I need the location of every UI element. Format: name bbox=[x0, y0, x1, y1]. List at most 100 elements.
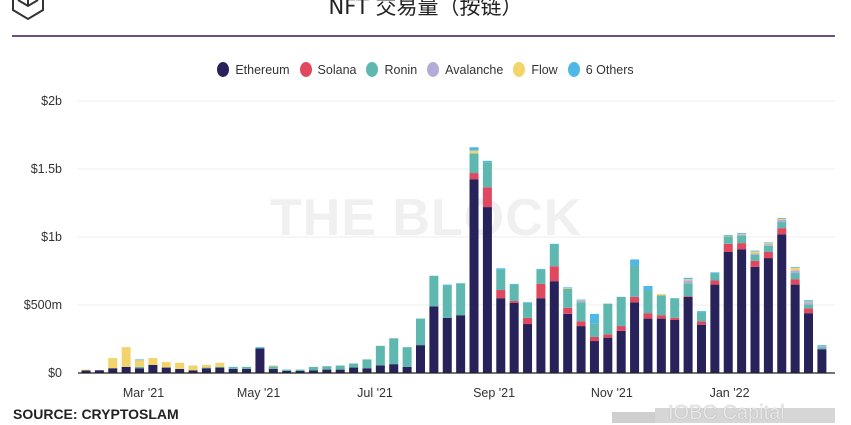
bar-segment-flow bbox=[576, 300, 586, 302]
bar-segment-ronin bbox=[282, 369, 292, 371]
legend-item-solana[interactable]: Solana bbox=[299, 62, 357, 77]
bar-segment-flow bbox=[563, 288, 573, 289]
bar-segment-6-others bbox=[683, 277, 693, 280]
bar-segment-flow bbox=[81, 369, 91, 371]
bar-segment-solana bbox=[670, 317, 680, 320]
bar-segment-6-others bbox=[777, 217, 787, 219]
bar-segment-solana bbox=[563, 307, 573, 314]
bar-segment-ethereum bbox=[295, 370, 305, 373]
legend-item-ethereum[interactable]: Ethereum bbox=[217, 62, 290, 77]
bar-segment-avalanche bbox=[576, 300, 586, 303]
bar-segment-ethereum bbox=[201, 368, 211, 373]
bar-segment-ronin bbox=[589, 323, 599, 337]
legend-label: Solana bbox=[317, 62, 357, 77]
legend-item-6-others[interactable]: 6 Others bbox=[567, 62, 634, 77]
bar-segment-solana bbox=[496, 290, 506, 299]
x-tick-label: Jan '22 bbox=[710, 386, 750, 400]
y-tick-label: $1b bbox=[41, 230, 62, 244]
bar-segment-ronin bbox=[295, 369, 305, 371]
bar-segment-ronin bbox=[549, 244, 559, 267]
bar-segment-6-others bbox=[563, 287, 573, 289]
bar-segment-ronin bbox=[242, 366, 252, 369]
bar-segment-6-others bbox=[496, 268, 506, 270]
bar-segment-ronin bbox=[817, 347, 827, 350]
bar-segment-ethereum bbox=[108, 368, 118, 373]
bar-segment-ethereum bbox=[536, 298, 546, 373]
bar-segment-ronin bbox=[442, 285, 452, 318]
bar-segment-ronin bbox=[456, 283, 466, 316]
bar-segment-ethereum bbox=[416, 345, 425, 373]
bar-segment-solana bbox=[723, 243, 733, 252]
bar-segment-flow bbox=[683, 279, 693, 281]
y-tick-label: $2b bbox=[41, 94, 62, 108]
bar-segment-ethereum bbox=[442, 317, 452, 373]
bar-segment-ronin bbox=[349, 363, 359, 368]
bar-segment-6-others bbox=[536, 268, 546, 270]
bar-segment-ethereum bbox=[576, 326, 586, 373]
bar-segment-ronin bbox=[469, 153, 479, 174]
bar-segment-ethereum bbox=[135, 368, 145, 373]
x-tick-label: May '21 bbox=[237, 386, 280, 400]
bar-segment-ronin bbox=[416, 318, 425, 346]
bar-segment-solana bbox=[523, 317, 533, 325]
bar-segment-ronin bbox=[496, 269, 506, 291]
bar-segment-ethereum bbox=[670, 319, 680, 373]
bar-segment-6-others bbox=[509, 283, 519, 285]
legend-swatch bbox=[366, 62, 379, 77]
bar-segment-ronin bbox=[429, 275, 439, 307]
bar-segment-avalanche bbox=[683, 280, 693, 284]
bar-segment-ronin bbox=[576, 302, 586, 322]
bar-segment-6-others bbox=[817, 345, 827, 346]
bar-segment-ronin bbox=[710, 273, 720, 281]
y-tick-label: $0 bbox=[48, 366, 62, 380]
bar-segment-solana bbox=[750, 260, 760, 267]
bar-segment-solana bbox=[536, 283, 546, 299]
source-label: SOURCE: CRYPTOSLAM bbox=[13, 406, 179, 422]
bar-segment-solana bbox=[763, 251, 773, 259]
bar-segment-ronin bbox=[696, 312, 706, 322]
bar-segment-6-others bbox=[456, 283, 466, 285]
y-tick-label: $500m bbox=[24, 298, 62, 312]
bar-segment-6-others bbox=[737, 232, 747, 234]
bar-segment-ethereum bbox=[482, 207, 492, 373]
bar-segment-ethereum bbox=[81, 370, 91, 373]
bar-segment-6-others bbox=[589, 313, 599, 324]
bar-segment-flow bbox=[777, 218, 787, 220]
bar-segment-6-others bbox=[630, 259, 640, 266]
bar-segment-ethereum bbox=[630, 302, 640, 373]
legend-swatch bbox=[299, 62, 312, 77]
legend: Ethereum Solana Ronin Avalanche Flow 6 Others bbox=[0, 62, 851, 77]
legend-swatch bbox=[217, 62, 230, 77]
x-tick-label: Sep '21 bbox=[473, 386, 515, 400]
legend-label: 6 Others bbox=[585, 62, 634, 77]
bar-segment-solana bbox=[616, 326, 626, 331]
bar-segment-ethereum bbox=[456, 315, 466, 373]
bar-segment-ethereum bbox=[255, 348, 265, 373]
legend-item-avalanche[interactable]: Avalanche bbox=[427, 62, 503, 77]
bar-segment-ethereum bbox=[215, 367, 225, 373]
bar-segment-ethereum bbox=[94, 370, 104, 373]
bar-segment-6-others bbox=[750, 250, 760, 252]
bar-segment-6-others bbox=[790, 266, 800, 268]
watermark-bar bbox=[655, 408, 835, 423]
bar-segment-ethereum bbox=[723, 251, 733, 373]
bar-segment-solana bbox=[630, 296, 640, 303]
bar-segment-ethereum bbox=[549, 281, 559, 373]
bar-segment-ethereum bbox=[389, 364, 399, 373]
x-tick-label: Nov '21 bbox=[591, 386, 633, 400]
bar-segment-6-others bbox=[804, 300, 814, 302]
the-block-logo-icon bbox=[12, 0, 44, 21]
bar-segment-solana bbox=[710, 280, 720, 285]
bar-segment-ronin bbox=[335, 365, 345, 370]
bar-segment-6-others bbox=[710, 272, 720, 274]
legend-item-flow[interactable]: Flow bbox=[513, 62, 558, 77]
bar-segment-ethereum bbox=[696, 324, 706, 373]
bar-segment-solana bbox=[804, 308, 814, 314]
legend-swatch bbox=[513, 62, 526, 77]
bar-segment-ronin bbox=[804, 304, 814, 309]
bar-segment-ronin bbox=[228, 366, 238, 369]
legend-item-ronin[interactable]: Ronin bbox=[366, 62, 417, 77]
bar-segment-ethereum bbox=[750, 266, 760, 373]
bar-segment-ronin bbox=[683, 283, 693, 297]
bar-segment-ronin bbox=[215, 366, 225, 368]
